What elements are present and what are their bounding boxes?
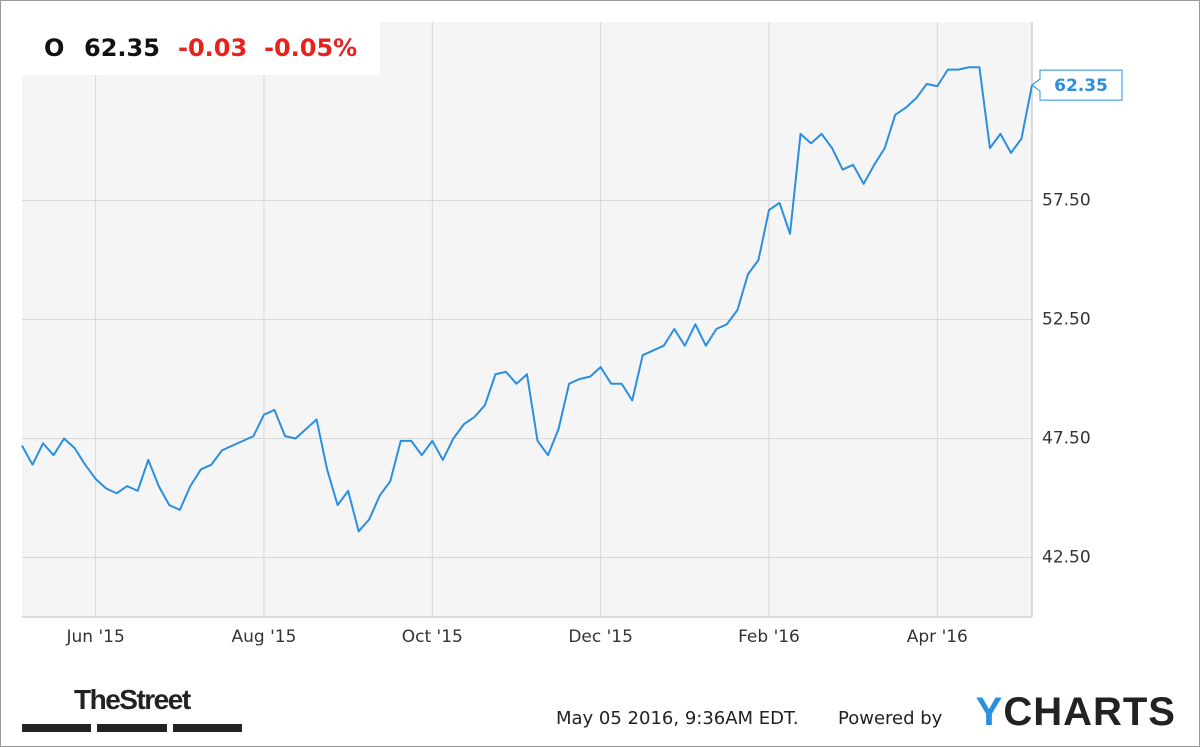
logo-bars [22,724,242,732]
y-tick-label: 52.50 [1042,310,1091,330]
x-tick-label: Aug '15 [232,627,297,647]
y-tick-label: 57.50 [1042,191,1091,211]
last-value-callout [1031,69,1123,101]
y-tick-label: 42.50 [1042,548,1091,568]
price-line [21,66,1033,533]
last-value-label: 62.35 [1054,76,1108,96]
timestamp: May 05 2016, 9:36AM EDT. [556,708,799,729]
header-box [22,22,380,75]
brand: YCHARTS [975,690,1176,734]
x-tick-label: Feb '16 [738,627,800,647]
change-percent: -0.05% [264,34,357,62]
change: -0.03 [178,34,247,62]
source-logo: TheStreet [74,684,191,715]
x-tick-label: Oct '15 [402,627,463,647]
x-tick-label: Dec '15 [568,627,633,647]
grid [22,22,1032,617]
x-tick-label: Jun '15 [66,627,125,647]
price: 62.35 [84,34,160,62]
x-tick-label: Apr '16 [907,627,968,647]
ticker: O [44,34,64,62]
y-tick-label: 47.50 [1042,429,1091,449]
powered-by: Powered by [838,708,943,729]
